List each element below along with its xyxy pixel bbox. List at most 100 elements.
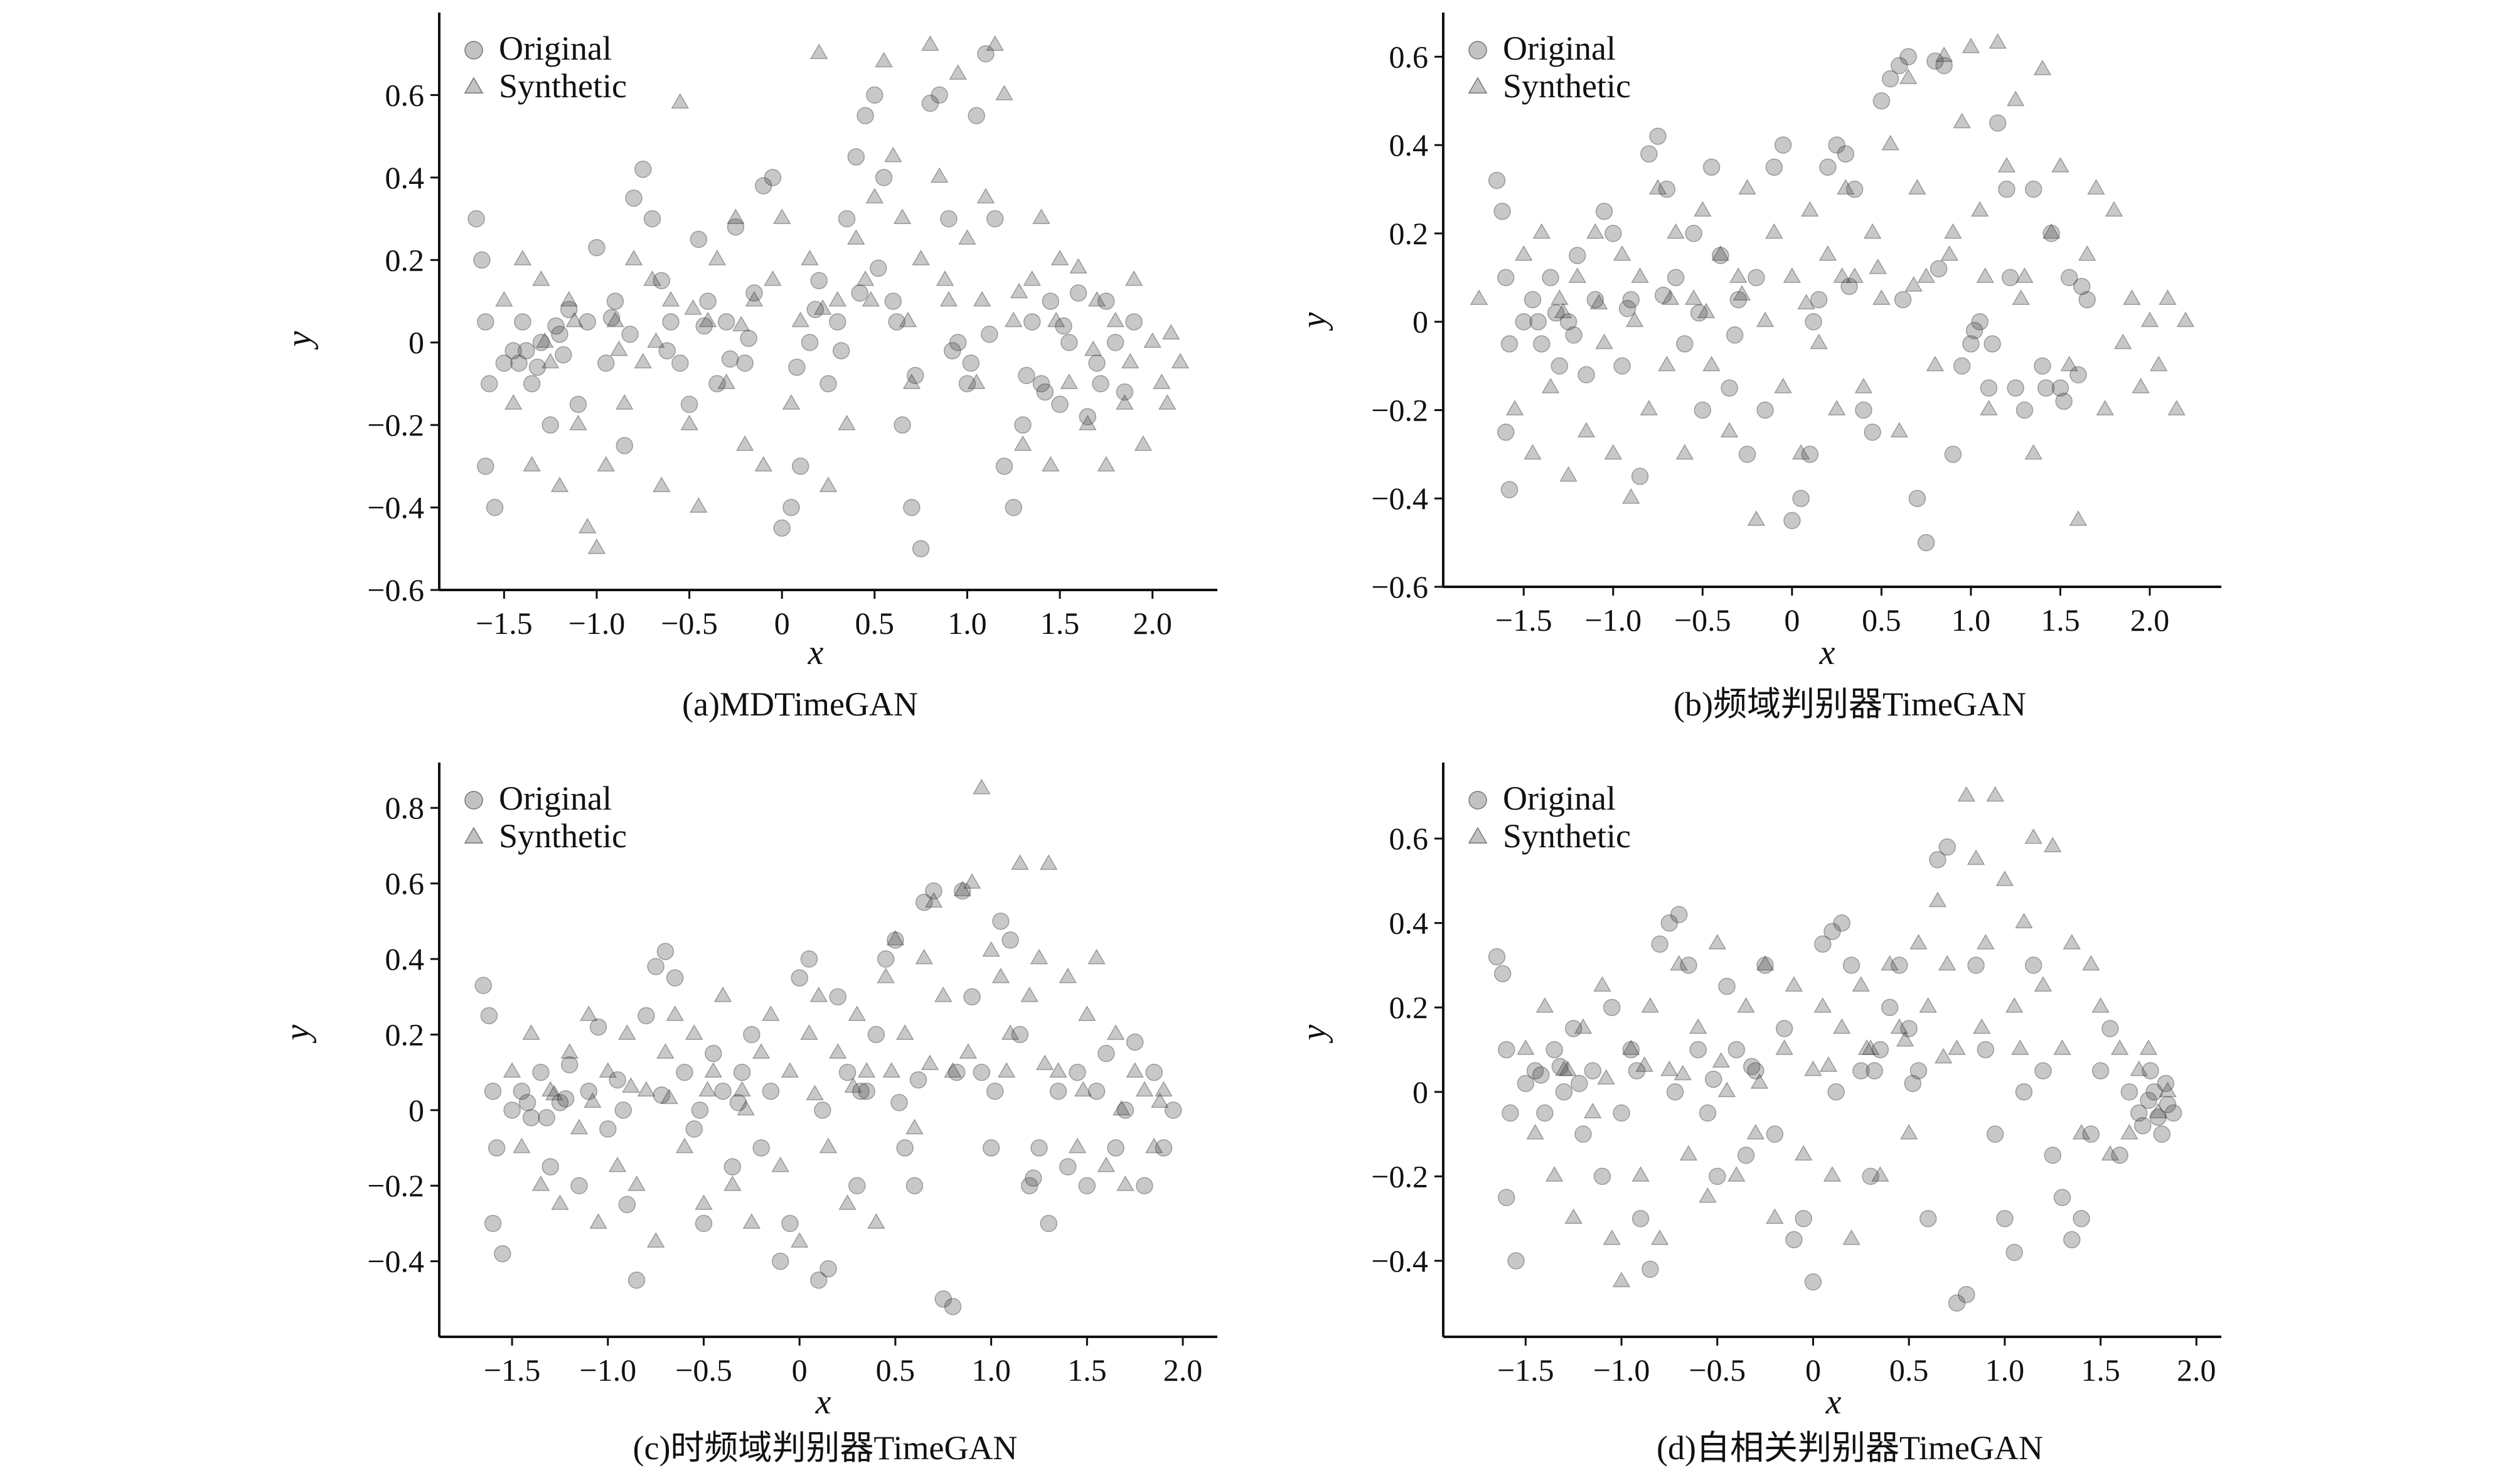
point-synthetic	[882, 1062, 901, 1078]
point-synthetic	[1797, 294, 1815, 309]
point-original	[1909, 1062, 1928, 1080]
point-original	[1855, 401, 1872, 419]
point-synthetic	[986, 35, 1005, 51]
point-original	[791, 969, 808, 987]
point-original	[1051, 395, 1069, 414]
point-original	[729, 1094, 747, 1112]
point-synthetic	[1679, 1145, 1698, 1161]
point-original	[1840, 277, 1858, 296]
x-tick-label: 1.0	[948, 606, 987, 641]
point-synthetic	[1670, 955, 1688, 971]
point-synthetic	[1564, 1208, 1583, 1224]
point-original	[2164, 1104, 2182, 1122]
point-original	[2082, 1125, 2100, 1143]
point-original	[762, 1082, 780, 1100]
point-original	[1823, 923, 1841, 940]
point-synthetic	[713, 986, 732, 1002]
point-original	[555, 346, 572, 364]
point-original	[1023, 313, 1041, 331]
point-synthetic	[2024, 444, 2042, 460]
point-original	[977, 45, 995, 63]
point-synthetic	[1694, 201, 1712, 217]
point-synthetic	[1944, 223, 1962, 239]
point-synthetic	[1631, 1165, 1650, 1182]
y-tick-label: 0.6	[1389, 39, 1429, 74]
point-synthetic	[1001, 1024, 1020, 1040]
point-synthetic	[2069, 510, 2088, 526]
point-original	[1899, 48, 1917, 66]
point-synthetic	[1060, 373, 1079, 389]
point-original	[2060, 269, 2078, 287]
point-synthetic	[1079, 414, 1097, 431]
point-original	[1569, 247, 1586, 264]
point-synthetic	[1049, 1062, 1067, 1078]
point-synthetic	[1577, 422, 1596, 438]
point-synthetic	[915, 948, 934, 965]
point-synthetic	[895, 1024, 914, 1040]
point-original	[647, 958, 665, 975]
point-original	[1998, 180, 2015, 198]
point-original	[551, 1094, 569, 1112]
point-synthetic	[762, 1005, 780, 1021]
point-original	[1603, 999, 1621, 1016]
point-synthetic	[930, 167, 949, 183]
point-synthetic	[819, 476, 838, 493]
point-original	[518, 342, 535, 360]
point-original	[743, 1026, 761, 1044]
point-original	[557, 1090, 575, 1108]
point-original	[1919, 1209, 1937, 1228]
point-synthetic	[1674, 1064, 1692, 1081]
point-synthetic	[634, 353, 653, 368]
point-original	[2101, 1020, 2119, 1037]
point-synthetic	[1013, 435, 1032, 451]
point-original	[1595, 202, 1613, 220]
point-synthetic	[1535, 997, 1554, 1013]
point-synthetic	[1702, 355, 1721, 372]
point-original	[1555, 1083, 1573, 1101]
point-original	[829, 313, 846, 331]
legend-synthetic-label: Synthetic	[1503, 817, 1631, 855]
point-synthetic	[2140, 311, 2159, 328]
points	[1470, 33, 2195, 552]
point-original	[1667, 269, 1685, 287]
point-synthetic	[1613, 245, 1631, 261]
point-synthetic	[2101, 1145, 2120, 1161]
point-synthetic	[1766, 1208, 1784, 1224]
point-original	[866, 86, 884, 104]
point-synthetic	[615, 394, 634, 410]
point-synthetic	[1658, 355, 1676, 372]
point-synthetic	[1727, 1165, 1746, 1182]
x-tick-label: 0.5	[855, 606, 895, 641]
point-original	[915, 893, 933, 911]
point-original	[1654, 286, 1672, 304]
point-synthetic	[1845, 267, 1864, 283]
point-original	[2044, 1146, 2061, 1164]
point-synthetic	[1819, 1056, 1838, 1072]
x-tick-label: 0	[1805, 1353, 1821, 1388]
point-synthetic	[1124, 270, 1143, 286]
point-original	[621, 325, 639, 343]
point-original	[494, 1245, 511, 1263]
x-tick-label: 0	[774, 606, 790, 641]
point-synthetic	[884, 146, 902, 163]
point-original	[714, 1082, 732, 1100]
point-synthetic	[1622, 488, 1640, 504]
point-original	[2078, 291, 2096, 309]
point-original	[2015, 1083, 2033, 1101]
y-tick-label: 0.4	[385, 160, 425, 195]
point-original	[477, 313, 494, 331]
point-original	[2140, 1091, 2157, 1109]
point-original	[733, 1063, 751, 1081]
point-synthetic	[2012, 289, 2031, 305]
point-synthetic	[1171, 353, 1190, 368]
point-synthetic	[1517, 1039, 1535, 1055]
point-synthetic	[791, 311, 810, 328]
point-synthetic	[995, 85, 1013, 100]
point-original	[809, 1271, 828, 1289]
y-axis-label: y	[280, 331, 319, 350]
point-original	[1666, 1083, 1684, 1101]
point-synthetic	[754, 456, 772, 472]
point-synthetic	[1837, 179, 1855, 195]
point-original	[1866, 1062, 1883, 1080]
point-synthetic	[1995, 871, 2014, 886]
